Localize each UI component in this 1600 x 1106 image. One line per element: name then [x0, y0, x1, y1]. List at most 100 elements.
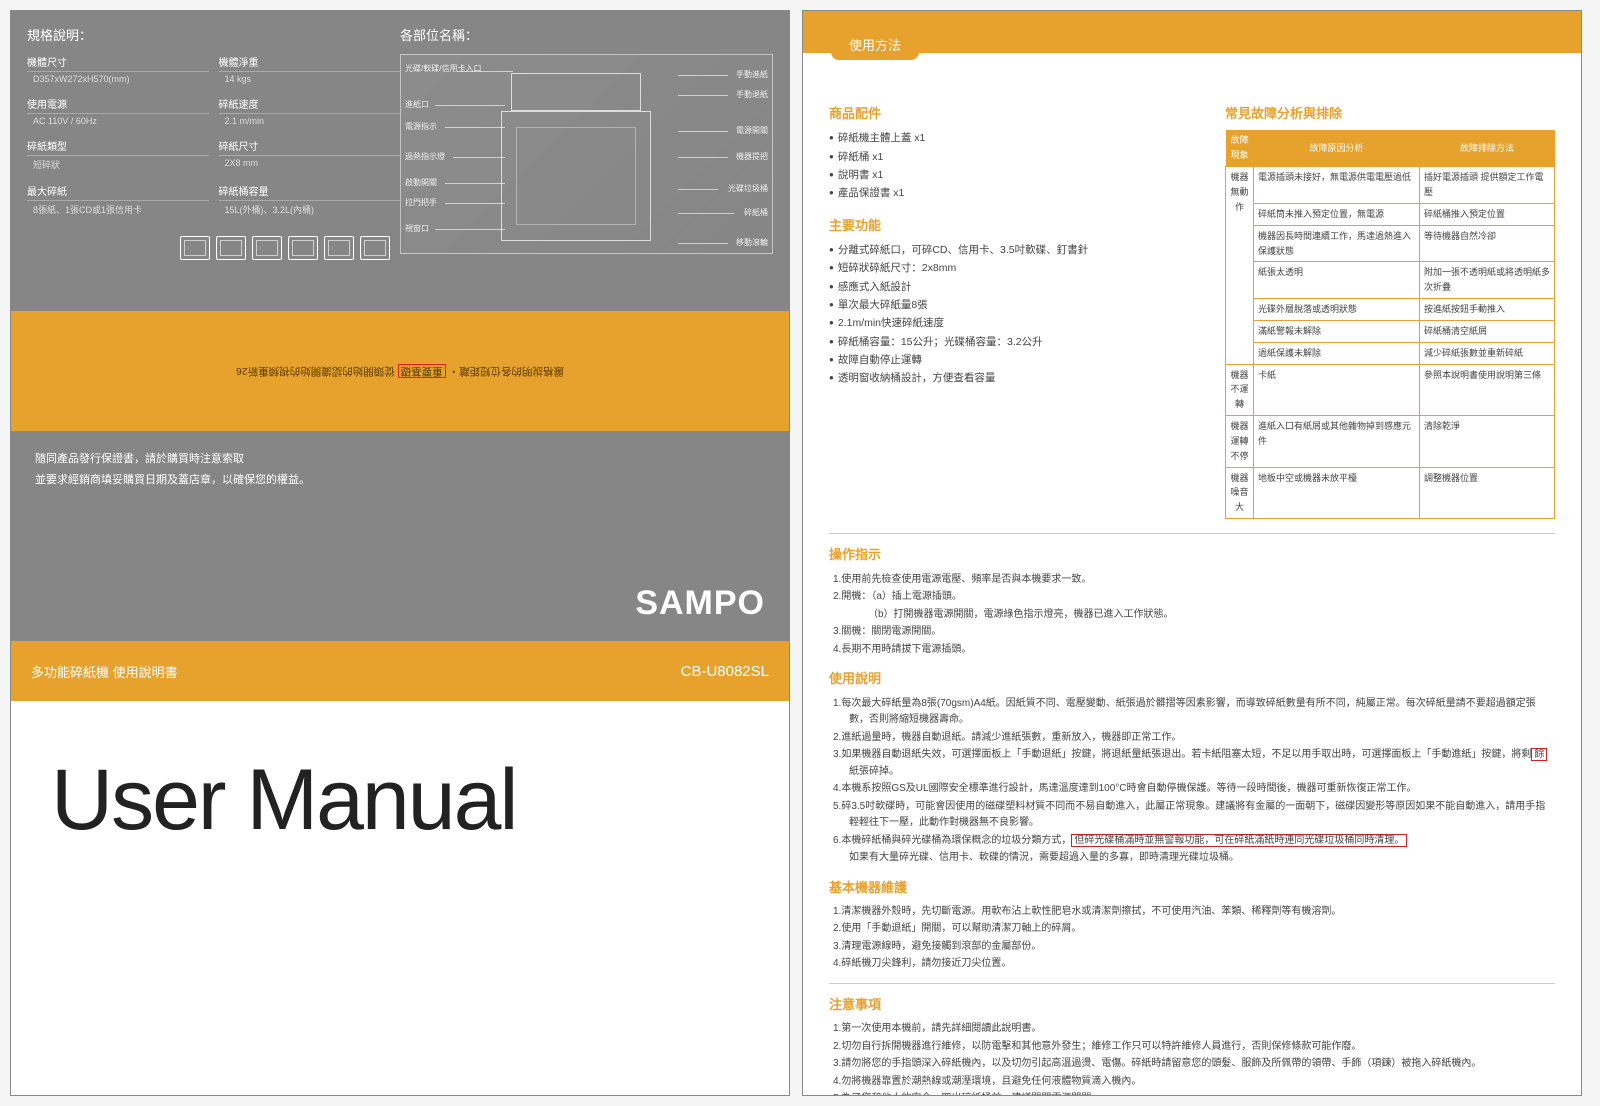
table-row: 機器運轉不停進紙入口有紙屑或其他雜物掉到感應元件清除乾淨: [1226, 416, 1555, 468]
fault-fix: 調整機器位置: [1419, 467, 1554, 519]
list-item: 3.清理電源線時，避免接觸到滾部的金屬部份。: [833, 939, 1555, 956]
brand-row: SAMPO: [35, 584, 765, 623]
parts-diagram: 光碟/軟碟/信用卡入口 進紙口 電源指示 過熱指示燈 啟動開關 拉門把手 視窗口…: [400, 54, 773, 254]
spec-label: 使用電源: [27, 96, 209, 114]
section-title: 使用說明: [829, 668, 1555, 689]
feature-icon: [360, 236, 390, 260]
list-item: 產品保證書 x1: [829, 185, 1199, 202]
fault-cause: 卡紙: [1254, 364, 1420, 416]
section-tab: 使用方法: [831, 29, 919, 60]
list-item: 如果有大量碎光碟、信用卡、軟碟的情況，需要超過入量的多寡，即時清理光碟垃圾桶。: [833, 850, 1555, 867]
table-row: 機器無動作電源插頭未接好，無電源供電電壓過低插好電源插頭 提供額定工作電壓: [1226, 167, 1555, 204]
left-subcol: 商品配件 碎紙機主體上蓋 x1碎紙桶 x1說明書 x1產品保證書 x1 主要功能…: [829, 97, 1199, 519]
spec-val: 8張紙、1張CD或1張信用卡: [27, 201, 209, 222]
section-title: 常見故障分析與排除: [1225, 103, 1555, 124]
section-title: 商品配件: [829, 103, 1199, 124]
th: 故障排除方法: [1419, 130, 1554, 166]
fault-cause: 紙張太透明: [1254, 262, 1420, 299]
list-item: 碎紙桶 x1: [829, 149, 1199, 166]
spec-label: 機體淨重: [219, 54, 401, 72]
usage-list: 1.每次最大碎紙量為8張(70gsm)A4紙。因紙質不同、電壓變動、紙張過於髒摺…: [829, 696, 1555, 867]
fault-fix: 清除乾淨: [1419, 416, 1554, 468]
fault-fix: 按進紙按鈕手動推入: [1419, 299, 1554, 321]
brand-logo: SAMPO: [635, 584, 765, 623]
list-item: （b）打開機器電源開關，電源綠色指示燈亮，機器已進入工作狀態。: [833, 607, 1555, 624]
list-item: 碎紙桶容量：15公升；光碟桶容量：3.2公升: [829, 334, 1199, 351]
part-label: 手動退紙: [736, 89, 768, 100]
list-item: 5.碎3.5吋軟碟時，可能會因使用的磁碟塑料材質不同而不易自動進入，此屬正常現象…: [833, 799, 1555, 832]
list-item: 4.勿將機器靠置於潮熱線或潮溼環境，且避免任何液體物質滴入機內。: [833, 1074, 1555, 1091]
fault-category: 機器噪音大: [1226, 467, 1254, 519]
right-content: 商品配件 碎紙機主體上蓋 x1碎紙桶 x1說明書 x1產品保證書 x1 主要功能…: [803, 53, 1581, 1096]
list-item: 1.第一次使用本機前，請先詳細閱讀此說明書。: [833, 1021, 1555, 1038]
fault-cause: 地板中空或機器未放平檯: [1254, 467, 1420, 519]
list-item: 故障自動停止運轉: [829, 352, 1199, 369]
warranty-block: 隨同產品發行保證書，請於購買時注意索取 並要求經銷商填妥購買日期及蓋店章，以確保…: [11, 431, 789, 641]
th: 故障現象: [1226, 130, 1254, 166]
divider: [829, 983, 1555, 984]
spec-column: 規格說明： 機體尺寸 D357xW272xH570(mm) 機體淨重 14 kg…: [27, 25, 400, 301]
list-item: 5.為了您和他人的安全，取出碎紙桶前，建議關閉電源開關。: [833, 1091, 1555, 1096]
part-label: 電源開關: [736, 125, 768, 136]
part-label: 光碟垃圾桶: [728, 183, 768, 194]
spec-label: 碎紙桶容量: [219, 183, 401, 201]
warranty-line: 隨同產品發行保證書，請於購買時注意索取: [35, 449, 765, 470]
part-label: 碎紙桶: [744, 207, 768, 218]
list-item: 2.開機：（a）插上電源插頭。: [833, 589, 1555, 606]
spec-header: 規格說明：: [27, 25, 400, 44]
maint-list: 1.清潔機器外殼時，先切斷電源。用軟布沾上軟性肥皂水或清潔劑擦拭，不可使用汽油、…: [829, 904, 1555, 973]
model-number: CB-U8082SL: [681, 663, 769, 680]
left-page: 規格說明： 機體尺寸 D357xW272xH570(mm) 機體淨重 14 kg…: [10, 10, 790, 1096]
fault-cause: 光碟外層脫落或透明狀態: [1254, 299, 1420, 321]
fault-category: 機器不運轉: [1226, 364, 1254, 416]
title-bar: 多功能碎紙機 使用說明書 CB-U8082SL: [11, 641, 789, 701]
table-row: 機器不運轉卡紙參照本說明書使用說明第三條: [1226, 364, 1555, 416]
right-page: 使用方法 商品配件 碎紙機主體上蓋 x1碎紙桶 x1說明書 x1產品保證書 x1…: [802, 10, 1582, 1096]
spec-label: 碎紙速度: [219, 96, 401, 114]
part-label: 進紙口: [405, 99, 429, 110]
fault-cause: 碎紙筒未推入預定位置，無電源: [1254, 203, 1420, 225]
list-item: 短碎狀碎紙尺寸：2x8mm: [829, 260, 1199, 277]
fault-cause: 滿紙警報未解除: [1254, 320, 1420, 342]
spec-val: 2X8 mm: [219, 156, 401, 174]
spec-val: 14 kgs: [219, 72, 401, 90]
top-bar: 使用方法: [803, 11, 1581, 53]
part-label: 手動進紙: [736, 69, 768, 80]
list-item: 說明書 x1: [829, 167, 1199, 184]
spec-val: 15L(外桶)、3.2L(內桶): [219, 201, 401, 222]
part-label: 機器提把: [736, 151, 768, 162]
spec-val: D357xW272xH570(mm): [27, 72, 209, 90]
fault-table: 故障現象 故障原因分析 故障排除方法 機器無動作電源插頭未接好，無電源供電電壓過…: [1225, 130, 1555, 519]
feature-icon: [288, 236, 318, 260]
list-item: 1.每次最大碎紙量為8張(70gsm)A4紙。因紙質不同、電壓變動、紙張過於髒摺…: [833, 696, 1555, 729]
manual-title-en: User Manual: [11, 701, 789, 850]
part-label: 啟動開關: [405, 177, 437, 188]
list-item: 2.進紙過量時，機器自動退紙。請減少進紙張數，重新放入，機器即正常工作。: [833, 730, 1555, 747]
orange-rotated-text: 嚴格說明的各位短距離‧ 重要基礎 從頭開始的認識開始的視頻重新26: [236, 364, 564, 379]
caution-list: 1.第一次使用本機前，請先詳細閱讀此說明書。2.切勿自行拆開機器進行維修，以防電…: [829, 1021, 1555, 1096]
part-label: 光碟/軟碟/信用卡入口: [405, 63, 481, 74]
section-title: 注意事項: [829, 994, 1555, 1015]
fault-cause: 電源插頭未接好，無電源供電電壓過低: [1254, 167, 1420, 204]
fault-fix: 等待機器自然冷卻: [1419, 225, 1554, 262]
list-item: 6.本機碎紙桶與碎光碟桶為環保概念的垃圾分類方式，但碎光碟桶滿時並無警報功能，可…: [833, 833, 1555, 850]
list-item: 3.請勿將您的手指頭深入碎紙機內，以及切勿引起高溫過燙、電傷。碎紙時請留意您的頭…: [833, 1056, 1555, 1073]
orange-strip: 嚴格說明的各位短距離‧ 重要基礎 從頭開始的認識開始的視頻重新26: [11, 311, 789, 431]
spec-val: 短碎狀: [27, 156, 209, 177]
highlighted-text: 餘: [1531, 748, 1547, 761]
fault-category: 機器無動作: [1226, 167, 1254, 364]
list-item: 分離式碎紙口，可碎CD、信用卡、3.5吋軟碟、釘書針: [829, 242, 1199, 259]
list-item: 3.關機：關閉電源開關。: [833, 624, 1555, 641]
operate-list: 1.使用前先檢查使用電源電壓、頻率是否與本機要求一致。2.開機：（a）插上電源插…: [829, 572, 1555, 659]
list-item: 3.如果機器自動退紙失效，可選擇面板上「手動退紙」按鍵，將退紙量紙張退出。若卡紙…: [833, 747, 1555, 780]
warranty-text: 隨同產品發行保證書，請於購買時注意索取 並要求經銷商填妥購買日期及蓋店章，以確保…: [35, 449, 765, 491]
list-item: 2.切勿自行拆開機器進行維修，以防電擊和其他意外發生；維修工作只可以特許維修人員…: [833, 1039, 1555, 1056]
accessories-list: 碎紙機主體上蓋 x1碎紙桶 x1說明書 x1產品保證書 x1: [829, 130, 1199, 202]
fault-cause: 進紙入口有紙屑或其他雜物掉到感應元件: [1254, 416, 1420, 468]
fault-fix: 減少碎紙張數並重新碎紙: [1419, 342, 1554, 364]
section-title: 操作指示: [829, 544, 1555, 565]
warranty-line: 並要求經銷商填妥購買日期及蓋店章，以確保您的權益。: [35, 470, 765, 491]
list-item: 2.1m/min快速碎紙速度: [829, 315, 1199, 332]
spec-val: AC 110V / 60Hz: [27, 114, 209, 132]
list-item: 4.長期不用時請拔下電源插頭。: [833, 642, 1555, 659]
